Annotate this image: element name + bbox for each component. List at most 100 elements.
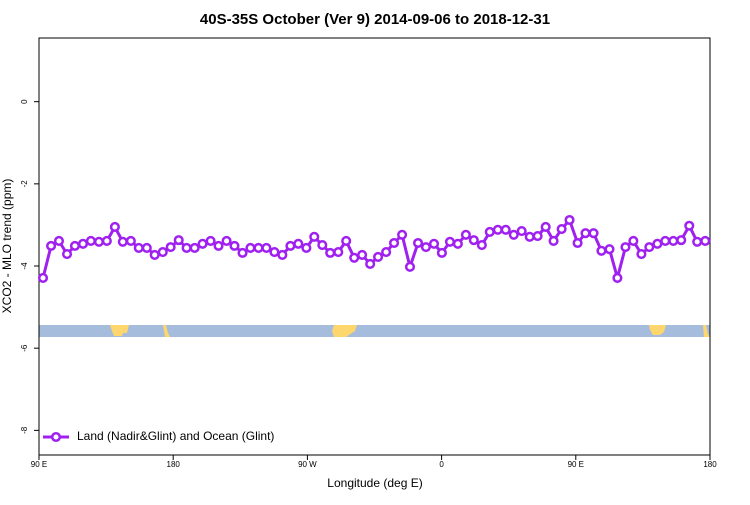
x-tick-label: 90 W: [298, 460, 317, 469]
data-point: [341, 235, 352, 247]
data-point: [668, 235, 679, 247]
legend-label: Land (Nadir&Glint) and Ocean (Glint): [77, 429, 274, 443]
data-point: [189, 242, 200, 253]
data-point: [181, 242, 192, 253]
data-point: [644, 242, 655, 253]
data-point: [404, 261, 416, 272]
y-tick-label: -8: [20, 426, 29, 434]
data-point: [381, 246, 392, 258]
land: [703, 325, 710, 337]
data-point: [628, 235, 639, 247]
data-point: [397, 229, 408, 240]
data-point: [452, 238, 463, 249]
data-point: [117, 236, 128, 247]
data-point: [700, 235, 711, 247]
data-point: [420, 242, 431, 253]
x-tick-label: 180: [703, 460, 717, 469]
data-point: [532, 230, 543, 242]
data-point: [540, 221, 551, 233]
x-tick-label: 90 E: [31, 460, 47, 469]
data-point: [556, 223, 567, 235]
y-tick-label: 0: [20, 99, 29, 104]
data-point: [604, 244, 615, 255]
data-point: [468, 235, 479, 246]
data-point: [444, 236, 456, 247]
data-point: [660, 235, 671, 247]
data-point: [676, 235, 687, 246]
data-point: [301, 242, 312, 253]
legend-marker: [50, 431, 62, 443]
data-point: [213, 240, 224, 251]
data-point: [460, 229, 471, 240]
data-point: [436, 247, 447, 258]
data-point: [492, 224, 503, 235]
data-point: [109, 221, 120, 233]
data-point: [524, 231, 535, 242]
data-point: [165, 242, 176, 253]
data-point: [157, 246, 168, 258]
y-tick-label: -6: [20, 344, 29, 352]
data-point: [253, 242, 264, 253]
data-point: [580, 228, 591, 239]
data-point: [548, 235, 559, 247]
data-point: [564, 214, 575, 226]
data-point: [692, 236, 703, 247]
data-point: [285, 240, 296, 251]
y-axis-label: XCO2 - MLO trend (ppm): [0, 179, 14, 314]
data-point: [620, 242, 631, 253]
data-point: [476, 240, 487, 251]
data-point: [173, 235, 184, 246]
data-point: [365, 258, 376, 270]
data-point: [46, 240, 57, 251]
data-point: [237, 247, 248, 258]
data-point: [149, 249, 160, 260]
data-point: [101, 235, 112, 247]
data-point: [69, 240, 80, 251]
data-point: [229, 240, 240, 251]
data-point: [221, 235, 232, 247]
data-point: [373, 251, 384, 263]
x-tick-label: 90 E: [568, 460, 584, 469]
y-tick-label: -4: [20, 262, 29, 270]
data-point: [245, 242, 256, 253]
plot-frame: [38, 37, 711, 456]
data-point: [508, 229, 519, 240]
data-point: [205, 235, 216, 247]
data-point: [133, 242, 144, 253]
data-point: [53, 235, 65, 247]
land: [110, 325, 129, 336]
land-ocean-band: [39, 325, 710, 337]
data-point: [37, 272, 49, 283]
data-point: [428, 238, 440, 249]
data-point: [588, 228, 599, 239]
data-point: [500, 224, 511, 235]
data-point: [388, 237, 400, 249]
land: [332, 325, 357, 337]
y-tick-label: -2: [20, 180, 29, 188]
data-point: [349, 252, 360, 263]
x-axis-label: Longitude (deg E): [327, 476, 422, 490]
data-point: [516, 226, 527, 237]
data-point: [277, 249, 288, 260]
data-point: [317, 240, 328, 251]
data-point: [141, 242, 152, 253]
data-point: [484, 226, 495, 237]
land: [163, 325, 170, 337]
data-point: [309, 231, 320, 242]
data-point: [357, 249, 368, 260]
data-point: [325, 247, 336, 258]
data-point: [572, 237, 583, 249]
x-tick-label: 0: [439, 460, 444, 469]
data-point: [85, 235, 96, 247]
data-point: [269, 246, 280, 258]
data-point: [261, 242, 272, 253]
data-point: [293, 238, 304, 249]
data-point: [612, 272, 623, 283]
data-point: [197, 238, 208, 249]
ocean-band: [39, 325, 710, 337]
data-point: [684, 220, 695, 231]
data-point: [333, 246, 344, 258]
data-point: [93, 236, 104, 247]
x-tick-label: 180: [167, 460, 181, 469]
